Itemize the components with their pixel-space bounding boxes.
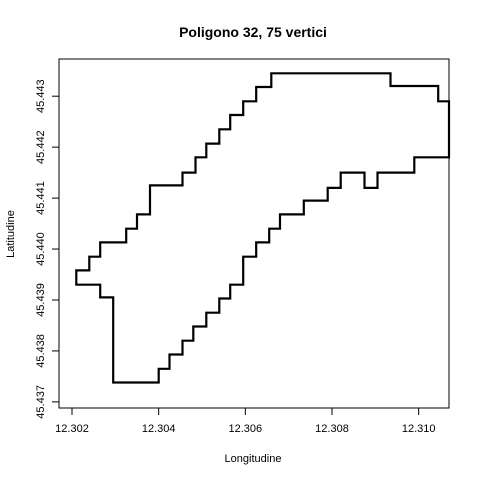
y-tick-label: 45.440 [35,232,47,266]
x-axis: 12.302 12.304 12.306 12.308 12.310 [55,407,436,435]
y-axis-label: Latitudine [5,210,17,258]
y-tick-label: 45.441 [35,181,47,215]
chart-title: Poligono 32, 75 vertici [179,24,327,40]
x-axis-label: Longitudine [225,453,282,465]
polygon-outline [75,72,451,384]
y-tick-label: 45.437 [35,385,47,419]
y-axis: 45.437 45.438 45.439 45.440 45.441 45.442 45.4… [35,79,60,419]
y-tick-label: 45.442 [35,130,47,164]
x-tick-label: 12.306 [229,423,263,435]
x-tick-label: 12.310 [402,423,436,435]
x-tick-label: 12.302 [55,423,89,435]
series-layer [75,72,451,384]
y-tick-label: 45.443 [35,79,47,113]
y-tick-label: 45.438 [35,334,47,368]
y-tick-label: 45.439 [35,283,47,317]
plot-frame [58,58,450,409]
x-tick-label: 12.304 [142,423,176,435]
x-tick-label: 12.308 [315,423,349,435]
